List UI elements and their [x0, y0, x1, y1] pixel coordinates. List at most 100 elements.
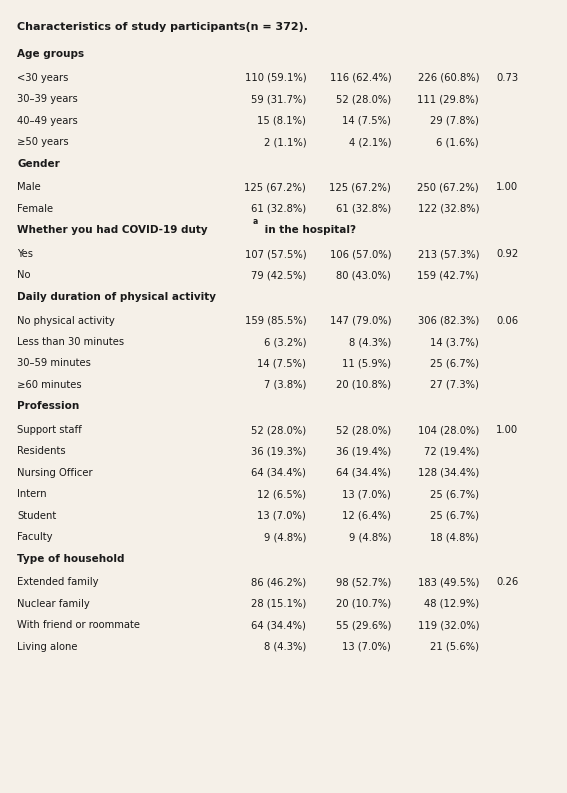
Text: 25 (6.7%): 25 (6.7%) [430, 489, 479, 500]
Text: 72 (19.4%): 72 (19.4%) [424, 446, 479, 457]
Text: in the hospital?: in the hospital? [261, 225, 356, 236]
Text: 9 (4.8%): 9 (4.8%) [264, 532, 306, 542]
Text: Living alone: Living alone [17, 642, 78, 652]
Text: Student: Student [17, 511, 56, 521]
Text: 183 (49.5%): 183 (49.5%) [418, 577, 479, 588]
Text: 52 (28.0%): 52 (28.0%) [251, 425, 306, 435]
Text: Daily duration of physical activity: Daily duration of physical activity [17, 292, 216, 302]
Text: No: No [17, 270, 31, 281]
Text: 21 (5.6%): 21 (5.6%) [430, 642, 479, 652]
Text: 64 (34.4%): 64 (34.4%) [251, 620, 306, 630]
Text: 125 (67.2%): 125 (67.2%) [329, 182, 391, 193]
Text: Support staff: Support staff [17, 425, 82, 435]
Text: 55 (29.6%): 55 (29.6%) [336, 620, 391, 630]
Text: Type of household: Type of household [17, 554, 125, 564]
Text: 0.92: 0.92 [496, 249, 518, 259]
Text: 213 (57.3%): 213 (57.3%) [418, 249, 479, 259]
Text: 4 (2.1%): 4 (2.1%) [349, 137, 391, 147]
Text: 7 (3.8%): 7 (3.8%) [264, 380, 306, 390]
Text: Characteristics of study participants(n = 372).: Characteristics of study participants(n … [17, 22, 308, 33]
Text: Residents: Residents [17, 446, 66, 457]
Text: 12 (6.4%): 12 (6.4%) [342, 511, 391, 521]
Text: 29 (7.8%): 29 (7.8%) [430, 116, 479, 126]
Text: ≥60 minutes: ≥60 minutes [17, 380, 82, 390]
Text: 98 (52.7%): 98 (52.7%) [336, 577, 391, 588]
Text: 30–39 years: 30–39 years [17, 94, 78, 105]
Text: Whether you had COVID-19 duty: Whether you had COVID-19 duty [17, 225, 208, 236]
Text: 9 (4.8%): 9 (4.8%) [349, 532, 391, 542]
Text: 111 (29.8%): 111 (29.8%) [417, 94, 479, 105]
Text: 30–59 minutes: 30–59 minutes [17, 358, 91, 369]
Text: 11 (5.9%): 11 (5.9%) [342, 358, 391, 369]
Text: Age groups: Age groups [17, 49, 84, 59]
Text: 107 (57.5%): 107 (57.5%) [244, 249, 306, 259]
Text: Profession: Profession [17, 401, 79, 412]
Text: 2 (1.1%): 2 (1.1%) [264, 137, 306, 147]
Text: 14 (7.5%): 14 (7.5%) [257, 358, 306, 369]
Text: 8 (4.3%): 8 (4.3%) [349, 337, 391, 347]
Text: 128 (34.4%): 128 (34.4%) [418, 468, 479, 478]
Text: 28 (15.1%): 28 (15.1%) [251, 599, 306, 609]
Text: 13 (7.0%): 13 (7.0%) [342, 489, 391, 500]
Text: 6 (3.2%): 6 (3.2%) [264, 337, 306, 347]
Text: Male: Male [17, 182, 41, 193]
Text: Less than 30 minutes: Less than 30 minutes [17, 337, 124, 347]
Text: 15 (8.1%): 15 (8.1%) [257, 116, 306, 126]
Text: 61 (32.8%): 61 (32.8%) [251, 204, 306, 214]
Text: 14 (7.5%): 14 (7.5%) [342, 116, 391, 126]
Text: 250 (67.2%): 250 (67.2%) [417, 182, 479, 193]
Text: Extended family: Extended family [17, 577, 99, 588]
Text: 125 (67.2%): 125 (67.2%) [244, 182, 306, 193]
Text: 80 (43.0%): 80 (43.0%) [336, 270, 391, 281]
Text: Female: Female [17, 204, 53, 214]
Text: 25 (6.7%): 25 (6.7%) [430, 358, 479, 369]
Text: 106 (57.0%): 106 (57.0%) [330, 249, 391, 259]
Text: a: a [252, 217, 257, 226]
Text: 1.00: 1.00 [496, 425, 518, 435]
Text: 0.26: 0.26 [496, 577, 518, 588]
Text: Nursing Officer: Nursing Officer [17, 468, 92, 478]
Text: 27 (7.3%): 27 (7.3%) [430, 380, 479, 390]
Text: Yes: Yes [17, 249, 33, 259]
Text: 1.00: 1.00 [496, 182, 518, 193]
Text: 61 (32.8%): 61 (32.8%) [336, 204, 391, 214]
Text: 40–49 years: 40–49 years [17, 116, 78, 126]
Text: Gender: Gender [17, 159, 60, 169]
Text: Faculty: Faculty [17, 532, 53, 542]
Text: 48 (12.9%): 48 (12.9%) [424, 599, 479, 609]
Text: No physical activity: No physical activity [17, 316, 115, 326]
Text: 14 (3.7%): 14 (3.7%) [430, 337, 479, 347]
Text: 159 (42.7%): 159 (42.7%) [417, 270, 479, 281]
Text: 159 (85.5%): 159 (85.5%) [244, 316, 306, 326]
Text: <30 years: <30 years [17, 73, 69, 83]
Text: 52 (28.0%): 52 (28.0%) [336, 94, 391, 105]
Text: With friend or roommate: With friend or roommate [17, 620, 140, 630]
Text: 0.73: 0.73 [496, 73, 518, 83]
Text: 0.06: 0.06 [496, 316, 518, 326]
Text: 13 (7.0%): 13 (7.0%) [342, 642, 391, 652]
Text: 104 (28.0%): 104 (28.0%) [418, 425, 479, 435]
Text: 12 (6.5%): 12 (6.5%) [257, 489, 306, 500]
Text: 20 (10.8%): 20 (10.8%) [336, 380, 391, 390]
Text: 59 (31.7%): 59 (31.7%) [251, 94, 306, 105]
Text: 64 (34.4%): 64 (34.4%) [251, 468, 306, 478]
Text: 110 (59.1%): 110 (59.1%) [244, 73, 306, 83]
Text: 36 (19.3%): 36 (19.3%) [251, 446, 306, 457]
Text: ≥50 years: ≥50 years [17, 137, 69, 147]
Text: Nuclear family: Nuclear family [17, 599, 90, 609]
Text: 64 (34.4%): 64 (34.4%) [336, 468, 391, 478]
Text: 18 (4.8%): 18 (4.8%) [430, 532, 479, 542]
Text: 8 (4.3%): 8 (4.3%) [264, 642, 306, 652]
Text: 116 (62.4%): 116 (62.4%) [329, 73, 391, 83]
Text: 122 (32.8%): 122 (32.8%) [418, 204, 479, 214]
Text: 25 (6.7%): 25 (6.7%) [430, 511, 479, 521]
Text: 36 (19.4%): 36 (19.4%) [336, 446, 391, 457]
Text: 226 (60.8%): 226 (60.8%) [418, 73, 479, 83]
Text: 86 (46.2%): 86 (46.2%) [251, 577, 306, 588]
Text: 6 (1.6%): 6 (1.6%) [437, 137, 479, 147]
Text: Intern: Intern [17, 489, 46, 500]
Text: 306 (82.3%): 306 (82.3%) [418, 316, 479, 326]
Text: 147 (79.0%): 147 (79.0%) [330, 316, 391, 326]
Text: 20 (10.7%): 20 (10.7%) [336, 599, 391, 609]
Text: 119 (32.0%): 119 (32.0%) [418, 620, 479, 630]
